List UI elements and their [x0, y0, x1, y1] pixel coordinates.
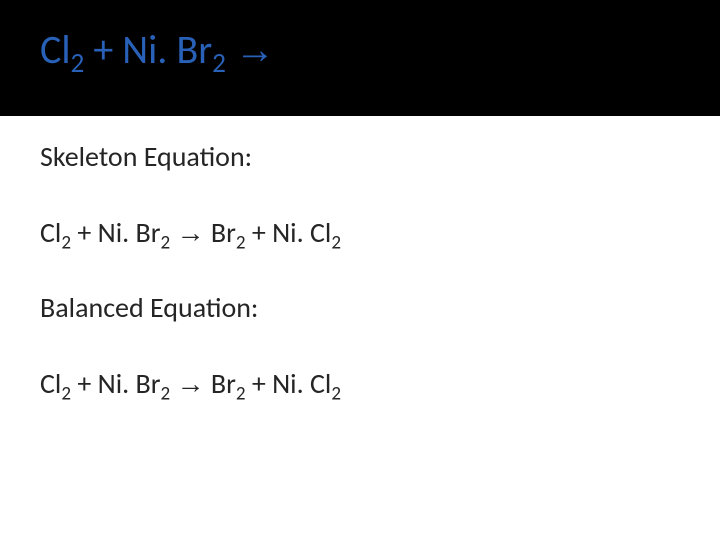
eq2-t5: + Ni. Cl: [246, 366, 332, 401]
eq1-t5: + Ni. Cl: [246, 215, 332, 250]
arrow-icon: →: [177, 217, 205, 248]
eq1-s4: 2: [331, 231, 341, 254]
eq1-s3: 2: [236, 231, 246, 254]
title-text-2: + Ni. Br: [84, 25, 212, 74]
eq1-t1: Cl: [40, 215, 61, 250]
title-text-3: [226, 25, 235, 74]
eq1-t4: Br: [205, 215, 236, 250]
arrow-icon: →: [177, 368, 205, 399]
skeleton-label: Skeleton Equation:: [40, 140, 680, 174]
eq2-t4: Br: [205, 366, 236, 401]
skeleton-equation: Cl2 + Ni. Br2 → Br2 + Ni. Cl2: [40, 216, 680, 250]
eq1-s1: 2: [61, 231, 71, 254]
balanced-label: Balanced Equation:: [40, 291, 680, 325]
balanced-equation: Cl2 + Ni. Br2 → Br2 + Ni. Cl2: [40, 367, 680, 401]
slide: Cl2 + Ni. Br2 → Skeleton Equation: Cl2 +…: [0, 0, 720, 540]
eq1-s2: 2: [161, 231, 171, 254]
slide-title: Cl2 + Ni. Br2 →: [40, 28, 680, 72]
title-text-1: Cl: [40, 25, 71, 74]
eq1-t2: + Ni. Br: [71, 215, 161, 250]
eq2-s3: 2: [236, 382, 246, 405]
arrow-icon: →: [235, 28, 275, 72]
eq2-s4: 2: [331, 382, 341, 405]
header-band: Cl2 + Ni. Br2 →: [0, 0, 720, 116]
eq2-t2: + Ni. Br: [71, 366, 161, 401]
eq2-s1: 2: [61, 382, 71, 405]
eq2-s2: 2: [161, 382, 171, 405]
slide-content: Skeleton Equation: Cl2 + Ni. Br2 → Br2 +…: [0, 116, 720, 400]
title-sub-1: 2: [71, 47, 85, 80]
title-sub-2: 2: [212, 47, 226, 80]
eq2-t1: Cl: [40, 366, 61, 401]
